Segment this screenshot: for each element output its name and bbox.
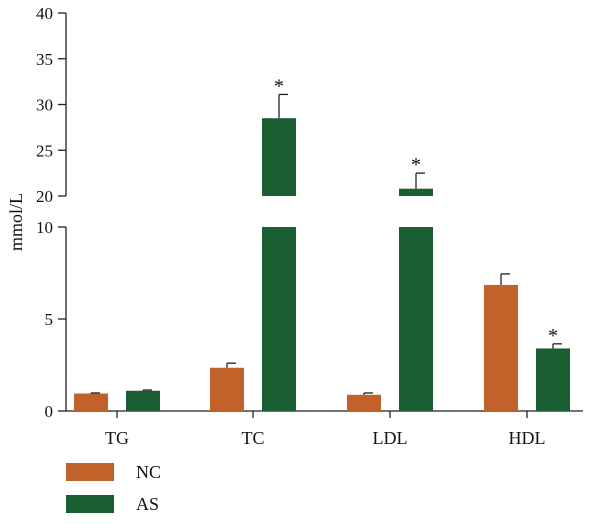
bar-as-tc-lower	[262, 227, 296, 411]
y-tick-30-label: 30	[36, 96, 53, 115]
category-labels: TG TC LDL HDL	[105, 411, 546, 448]
legend-label-nc: NC	[136, 461, 162, 482]
category-label-hdl: HDL	[509, 428, 546, 448]
bar-as-tg	[126, 390, 160, 411]
significance-marker-as-ldl: *	[411, 154, 421, 176]
significance-marker-as-hdl: *	[548, 325, 558, 347]
y-tick-20-label: 20	[36, 187, 53, 206]
category-label-tc: TC	[241, 428, 264, 448]
y-ticks: 0 5 10 20 25 30 35 40	[36, 4, 66, 421]
bar-as-ldl-upper	[399, 188, 433, 196]
bar-nc-tc	[210, 367, 244, 411]
y-tick-35-label: 35	[36, 50, 53, 69]
legend-label-as: AS	[136, 493, 160, 514]
y-tick-40-label: 40	[36, 4, 53, 23]
y-tick-10-label: 10	[36, 218, 53, 237]
bar-as-hdl	[536, 348, 570, 411]
legend: NC AS	[66, 460, 161, 524]
chart: 0 5 10 20 25 30 35 40 * * * TG TC LDL HDL mmol/L	[6, 4, 583, 448]
y-axis-label: mmol/L	[6, 193, 26, 251]
legend-swatch-as	[66, 495, 114, 513]
y-tick-5-label: 5	[45, 310, 54, 329]
bar-as-ldl-lower	[399, 227, 433, 411]
bar-as-tc-upper	[262, 118, 296, 196]
y-tick-25-label: 25	[36, 141, 53, 160]
bar-nc-hdl	[484, 284, 518, 411]
significance-marker-as-tc: *	[274, 75, 284, 97]
legend-item-nc: NC	[66, 460, 161, 484]
bar-nc-ldl	[347, 394, 381, 411]
bar-nc-tg	[74, 393, 108, 411]
category-label-ldl: LDL	[373, 428, 408, 448]
category-label-tg: TG	[105, 428, 129, 448]
legend-swatch-nc	[66, 463, 114, 481]
legend-item-as: AS	[66, 492, 161, 516]
bars: * * *	[74, 75, 570, 411]
y-tick-0-label: 0	[45, 402, 54, 421]
